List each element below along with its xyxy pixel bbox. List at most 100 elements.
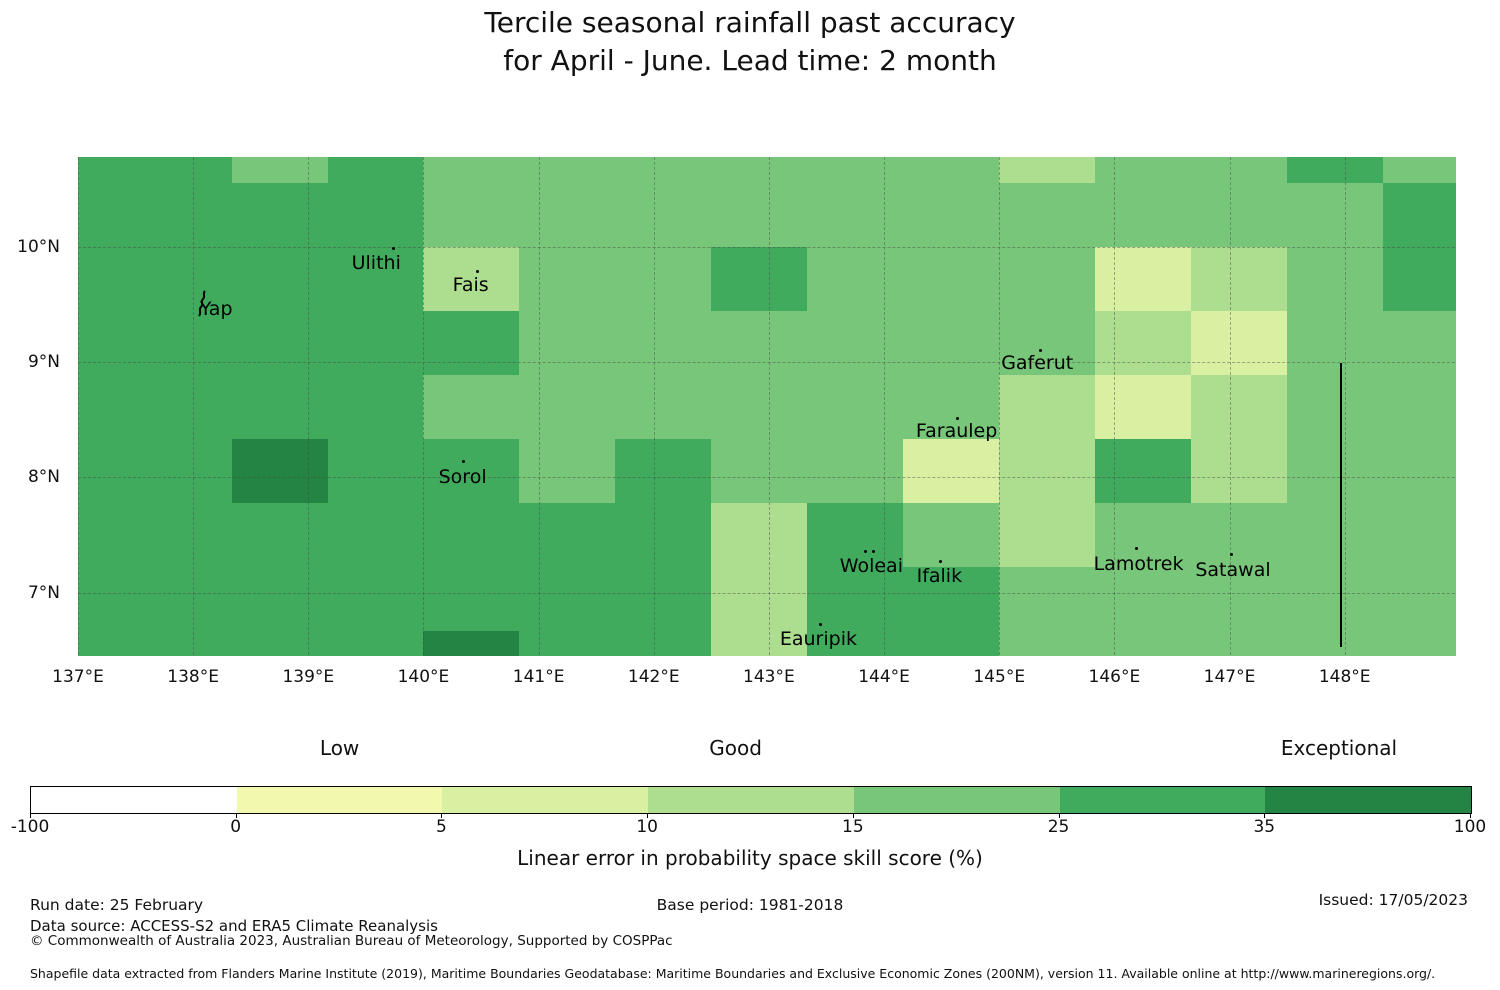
map-cell bbox=[615, 630, 712, 656]
map-cell bbox=[231, 374, 329, 440]
map-cell bbox=[615, 502, 712, 568]
map-cell bbox=[1287, 310, 1384, 376]
map-cell bbox=[1191, 630, 1288, 656]
map-cell bbox=[1383, 310, 1456, 376]
colorbar-segment bbox=[1265, 787, 1472, 813]
map-cell bbox=[903, 157, 1000, 184]
map-cell bbox=[1287, 438, 1384, 504]
map-cell bbox=[231, 630, 329, 656]
map-cell bbox=[711, 182, 808, 248]
colorbar-tick-mark bbox=[30, 813, 31, 818]
y-axis-tick-label: 10°N bbox=[17, 236, 60, 257]
map-cell bbox=[519, 566, 616, 632]
island-label: Faraulep bbox=[915, 420, 998, 443]
map-cell bbox=[423, 438, 520, 504]
map-cell bbox=[711, 502, 808, 568]
colorbar-tick-label: 5 bbox=[436, 817, 447, 837]
map-cell bbox=[615, 182, 712, 248]
map-cell bbox=[423, 502, 520, 568]
map-cell bbox=[615, 157, 712, 184]
map-cell bbox=[807, 182, 904, 248]
map-cell bbox=[78, 182, 137, 248]
island-label: Yap bbox=[199, 298, 233, 321]
map-cell bbox=[1095, 374, 1192, 440]
map-cell bbox=[999, 502, 1096, 568]
island-dot bbox=[476, 269, 480, 273]
footer-base-period: Base period: 1981-2018 bbox=[656, 896, 844, 914]
map-cell bbox=[999, 157, 1096, 184]
map-cell bbox=[1287, 374, 1384, 440]
map-cell bbox=[519, 438, 616, 504]
x-axis-tick-label: 144°E bbox=[858, 667, 910, 687]
island-dot bbox=[1039, 349, 1043, 353]
map-cell bbox=[1095, 157, 1192, 184]
map-cell bbox=[1095, 566, 1192, 632]
longitude-gridline bbox=[1229, 157, 1231, 655]
map-cell bbox=[903, 438, 1000, 504]
yap-island-outline bbox=[198, 290, 207, 318]
map-cell bbox=[423, 310, 520, 376]
map-cell bbox=[807, 310, 904, 376]
map-cell bbox=[423, 566, 520, 632]
map-cell bbox=[1191, 310, 1288, 376]
map-cell bbox=[327, 566, 425, 632]
map-cell bbox=[999, 374, 1096, 440]
colorbar-tick-mark bbox=[647, 813, 649, 818]
colorbar-category-label: Exceptional bbox=[1280, 736, 1398, 760]
y-axis-tick-label: 7°N bbox=[27, 582, 60, 603]
map-cell bbox=[1287, 566, 1384, 632]
map-cell bbox=[1191, 438, 1288, 504]
colorbar-tick-label: 10 bbox=[636, 817, 658, 837]
longitude-gridline bbox=[653, 157, 655, 655]
map-cell bbox=[903, 630, 1000, 656]
map-cell bbox=[231, 157, 329, 184]
map-cell bbox=[519, 310, 616, 376]
colorbar-tick-label: 100 bbox=[1453, 817, 1487, 837]
colorbar-tick-mark bbox=[1058, 813, 1060, 818]
map-cell bbox=[1095, 246, 1192, 312]
latitude-gridline bbox=[78, 477, 1455, 479]
map-cell bbox=[711, 374, 808, 440]
colorbar-tick-label: -100 bbox=[10, 817, 50, 837]
map-cell bbox=[423, 157, 520, 184]
island-label: Eauripik bbox=[779, 627, 857, 650]
map-cell bbox=[1383, 502, 1456, 568]
island-dot bbox=[462, 459, 466, 463]
map-cell bbox=[903, 182, 1000, 248]
map-cell bbox=[78, 246, 137, 312]
map-cell bbox=[1287, 246, 1384, 312]
map-cell bbox=[1191, 182, 1288, 248]
footer-issued: Issued: 17/05/2023 bbox=[1318, 891, 1468, 909]
map-cell bbox=[1191, 566, 1288, 632]
map-cell bbox=[711, 630, 808, 656]
x-axis-tick-label: 140°E bbox=[397, 667, 450, 687]
chart-title: Tercile seasonal rainfall past accuracy … bbox=[0, 4, 1500, 80]
island-dot bbox=[819, 623, 823, 627]
colorbar-tick-mark bbox=[441, 813, 443, 818]
map-cell bbox=[1383, 157, 1456, 184]
y-axis-tick-label: 8°N bbox=[27, 467, 60, 488]
map-cell bbox=[135, 182, 233, 248]
colorbar-tick-label: 15 bbox=[842, 817, 864, 837]
x-axis-tick-label: 143°E bbox=[743, 667, 795, 687]
map-cell bbox=[711, 310, 808, 376]
map-cell bbox=[1287, 182, 1384, 248]
map-cell bbox=[711, 566, 808, 632]
map-cell bbox=[1383, 630, 1456, 656]
map-cell bbox=[1191, 502, 1288, 568]
footer-data-source: Data source: ACCESS-S2 and ERA5 Climate … bbox=[30, 917, 438, 935]
map-cell bbox=[807, 374, 904, 440]
colorbar-tick-label: 0 bbox=[230, 817, 242, 837]
island-dot bbox=[392, 246, 396, 250]
longitude-gridline bbox=[193, 157, 195, 655]
map-cell bbox=[135, 310, 233, 376]
colorbar-tick-mark bbox=[1264, 813, 1266, 818]
map-cell bbox=[711, 246, 808, 312]
colorbar-tick-mark bbox=[1470, 813, 1471, 818]
map-cell bbox=[1287, 157, 1384, 184]
map-cell bbox=[1383, 246, 1456, 312]
map-cell bbox=[1191, 246, 1288, 312]
longitude-gridline bbox=[1114, 157, 1116, 655]
map-cell bbox=[78, 566, 137, 632]
